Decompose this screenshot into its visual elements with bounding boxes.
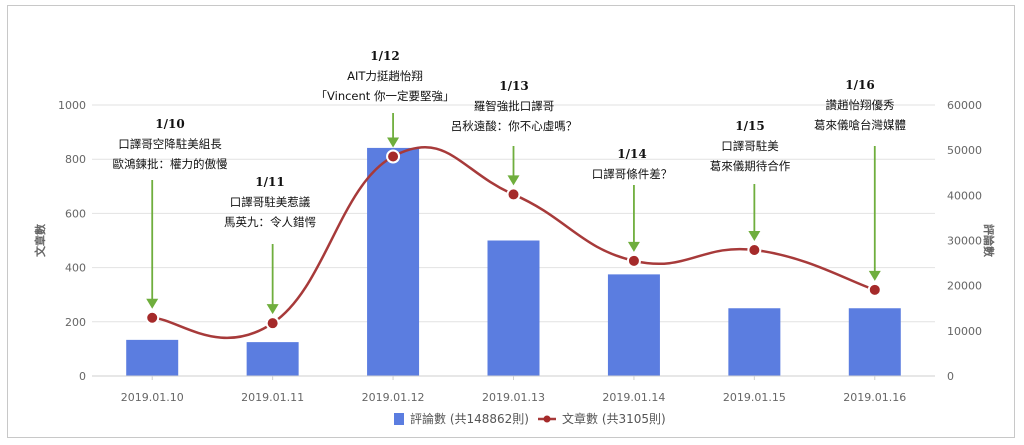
right-tick-label: 50000	[947, 144, 982, 157]
bar-series	[126, 147, 901, 376]
annotation-1-14: 1/14 口譯哥條件差？	[592, 147, 673, 252]
legend-bar-label: 評論數 (共148862則)	[410, 411, 529, 426]
annotation-text: 呂秋遠酸：你不心虛嗎？	[451, 119, 578, 133]
annotation-1-12: 1/12 AIT力挺趙怡翔「Vincent 你一定要堅強」	[316, 49, 455, 148]
annotation-date: 1/14	[617, 147, 646, 161]
line-point	[867, 282, 882, 297]
annotation-arrow-head	[146, 298, 159, 309]
left-tick-label: 600	[65, 207, 86, 220]
annotation-date: 1/15	[735, 119, 764, 133]
annotation-arrow-head	[507, 175, 520, 186]
line-point	[145, 310, 160, 325]
annotation-text: 口譯哥駐美惹議	[230, 195, 311, 209]
bar	[367, 147, 420, 376]
x-tick-label: 2019.01.13	[482, 391, 545, 404]
annotation-date: 1/10	[155, 117, 184, 131]
bar	[848, 308, 901, 376]
x-tick-label: 2019.01.14	[602, 391, 665, 404]
annotation-text: 歐鴻鍊批：權力的傲慢	[113, 157, 228, 171]
annotation-text: 讚趙怡翔優秀	[826, 98, 895, 112]
bar	[126, 339, 179, 376]
annotation-date: 1/16	[845, 78, 874, 92]
annotation-text: 羅智強批口譯哥	[474, 99, 555, 113]
line-series	[145, 145, 882, 340]
annotation-arrow-head	[266, 304, 279, 315]
left-axis-title: 文章數	[33, 224, 47, 257]
annotation-arrow-head	[868, 270, 881, 281]
right-tick-label: 10000	[947, 325, 982, 338]
x-tick-label: 2019.01.12	[362, 391, 425, 404]
annotation-text: 馬英九：令人錯愕	[224, 215, 316, 229]
bar	[487, 240, 540, 376]
legend-line-label: 文章數 (共3105則)	[562, 411, 666, 426]
left-tick-label: 1000	[58, 99, 86, 112]
right-axis-title: 評論數	[982, 224, 996, 257]
left-tick-label: 800	[65, 153, 86, 166]
annotation-arrow-head	[748, 230, 761, 241]
line-point	[265, 316, 280, 331]
left-tick-label: 200	[65, 316, 86, 329]
line-point	[626, 253, 641, 268]
annotation-arrow-head	[387, 137, 400, 148]
bar	[246, 342, 299, 376]
annotation-text: 口譯哥條件差？	[592, 167, 673, 181]
line-point	[506, 187, 521, 202]
x-tick-label: 2019.01.10	[121, 391, 184, 404]
x-tick-label: 2019.01.15	[723, 391, 786, 404]
annotation-text: 葛來儀嗆台灣媒體	[814, 118, 906, 132]
bar	[607, 274, 660, 376]
annotation-arrow-head	[627, 241, 640, 252]
bar	[728, 308, 781, 376]
left-tick-label: 0	[79, 370, 86, 383]
right-tick-label: 40000	[947, 189, 982, 202]
axes: 0200400600800100001000020000300004000050…	[33, 99, 996, 404]
annotation-date: 1/12	[370, 49, 399, 63]
right-tick-label: 20000	[947, 280, 982, 293]
legend-line-marker	[543, 415, 551, 423]
x-tick-label: 2019.01.16	[843, 391, 906, 404]
line-point	[386, 149, 401, 164]
right-tick-label: 30000	[947, 235, 982, 248]
legend-bar-swatch	[394, 413, 404, 425]
annotation-text: 葛來儀期待合作	[710, 159, 791, 173]
annotation-text: AIT力挺趙怡翔	[347, 69, 423, 83]
right-tick-label: 0	[947, 370, 954, 383]
left-tick-label: 400	[65, 262, 86, 275]
right-tick-label: 60000	[947, 99, 982, 112]
legend: 評論數 (共148862則) 文章數 (共3105則)	[394, 411, 666, 426]
annotation-date: 1/11	[255, 175, 284, 189]
annotation-text: 「Vincent 你一定要堅強」	[316, 89, 455, 103]
annotation-text: 口譯哥空降駐美組長	[118, 137, 222, 151]
line-point	[747, 242, 762, 257]
x-tick-label: 2019.01.11	[241, 391, 304, 404]
annotation-text: 口譯哥駐美	[721, 139, 779, 153]
annotation-date: 1/13	[499, 79, 528, 93]
